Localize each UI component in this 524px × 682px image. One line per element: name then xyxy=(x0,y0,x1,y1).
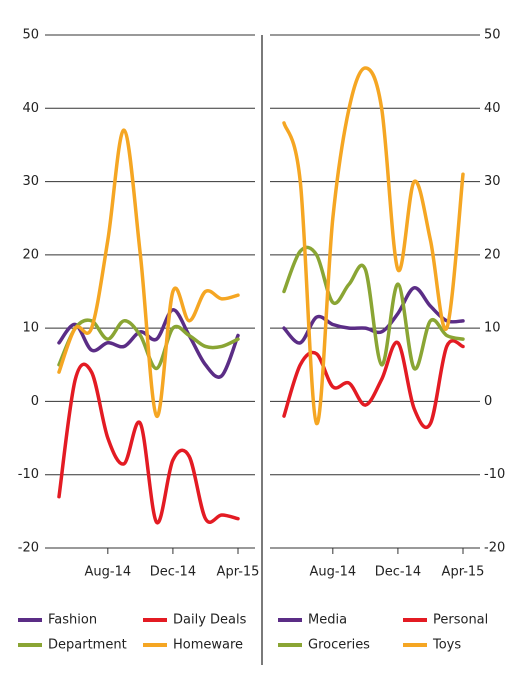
legend-label: Daily Deals xyxy=(173,613,247,628)
y-tick-label: 0 xyxy=(31,394,39,409)
x-tick-label: Aug-14 xyxy=(85,565,132,580)
x-tick-label: Dec-14 xyxy=(150,565,196,580)
y-tick-label: 20 xyxy=(484,247,501,262)
y-tick-label: -20 xyxy=(18,541,39,556)
y-tick-label: 0 xyxy=(484,394,492,409)
legend-label: Fashion xyxy=(48,613,97,628)
y-tick-label: 40 xyxy=(484,101,501,116)
line-series xyxy=(282,245,465,371)
y-tick-label: 50 xyxy=(22,28,39,43)
line-series xyxy=(57,128,240,418)
y-tick-label: 20 xyxy=(22,247,39,262)
y-tick-label: -20 xyxy=(484,541,505,556)
line-series xyxy=(282,339,465,430)
y-tick-label: 30 xyxy=(22,174,39,189)
y-tick-label: -10 xyxy=(18,467,39,482)
legend-label: Toys xyxy=(432,638,461,653)
legend-label: Personal xyxy=(433,613,488,628)
line-series xyxy=(282,66,465,426)
y-tick-label: 50 xyxy=(484,28,501,43)
y-tick-label: 10 xyxy=(484,321,501,336)
x-tick-label: Aug-14 xyxy=(310,565,357,580)
y-tick-label: 40 xyxy=(22,101,39,116)
x-tick-label: Apr-15 xyxy=(442,565,485,580)
y-tick-label: -10 xyxy=(484,467,505,482)
y-tick-label: 30 xyxy=(484,174,501,189)
line-series xyxy=(57,362,240,525)
legend-label: Homeware xyxy=(173,638,243,653)
legend-label: Media xyxy=(308,613,347,628)
y-tick-label: 10 xyxy=(22,321,39,336)
legend-label: Department xyxy=(48,638,127,653)
x-tick-label: Dec-14 xyxy=(375,565,421,580)
legend-label: Groceries xyxy=(308,638,370,653)
x-tick-label: Apr-15 xyxy=(217,565,260,580)
